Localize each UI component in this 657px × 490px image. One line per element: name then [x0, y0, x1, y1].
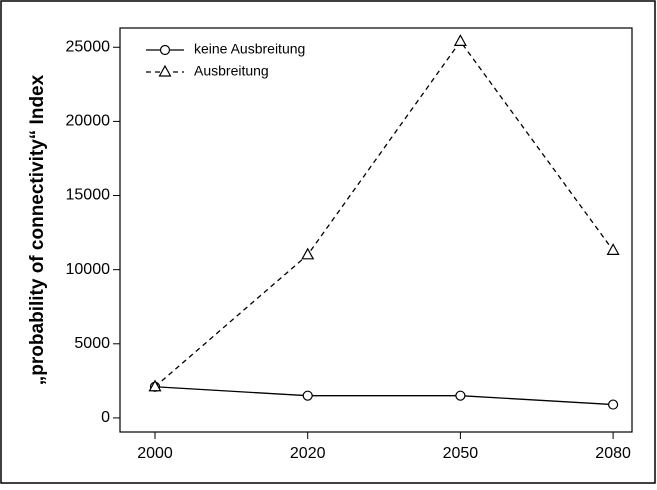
point — [455, 390, 466, 401]
point — [607, 399, 619, 410]
plot-box — [119, 27, 633, 433]
y-tick-label: 15000 — [66, 187, 111, 204]
point — [158, 64, 172, 77]
series-line — [154, 386, 614, 406]
y-tick-label: 20000 — [66, 113, 111, 130]
point — [301, 247, 315, 260]
x-tick-label: 2050 — [443, 445, 479, 462]
y-tick-label: 25000 — [66, 38, 111, 55]
x-tick-label: 2000 — [137, 445, 173, 462]
point — [453, 34, 467, 46]
legend-label: Ausbreitung — [194, 63, 269, 79]
y-tick-label: 0 — [101, 409, 110, 426]
y-axis-label: „probability of connectivity“ Index — [27, 74, 48, 385]
x-tick-label: 2020 — [290, 445, 326, 462]
y-tick-label: 10000 — [66, 261, 111, 278]
y-tick-label: 5000 — [74, 335, 110, 352]
legend-label: keine Ausbreitung — [194, 41, 305, 57]
point — [606, 243, 620, 255]
series-line — [154, 40, 614, 388]
point — [159, 44, 171, 56]
point — [148, 379, 162, 392]
point — [302, 390, 313, 401]
x-tick-label: 2080 — [595, 445, 631, 462]
